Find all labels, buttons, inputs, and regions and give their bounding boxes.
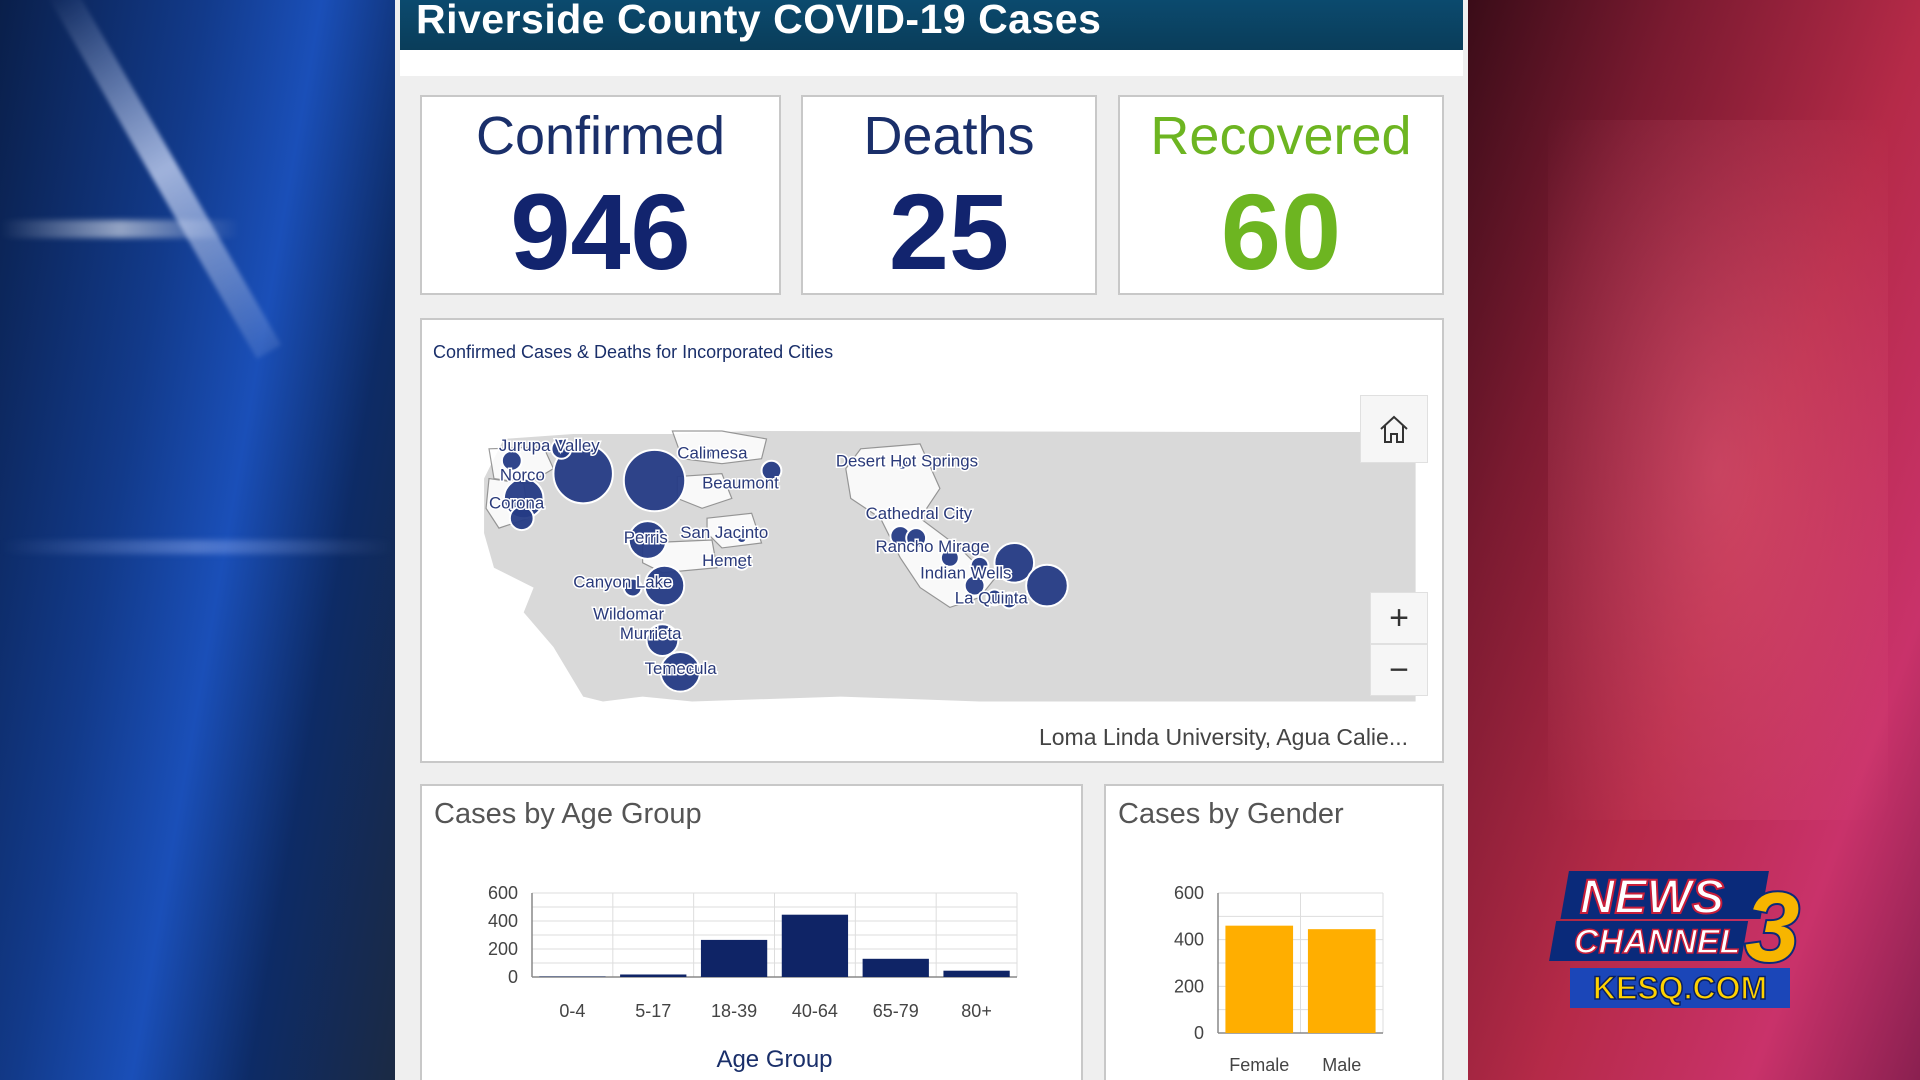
city-label: Murrieta — [620, 624, 682, 643]
map-card[interactable]: Confirmed Cases & Deaths for Incorporate… — [420, 318, 1444, 763]
age-chart-card[interactable]: Cases by Age Group 0 200 400 600 0-4 5-17 18-3… — [420, 784, 1083, 1080]
zoom-out-button[interactable]: − — [1370, 644, 1428, 696]
logo-text: NEWS — [1580, 871, 1724, 924]
background-right-panel — [1468, 0, 1920, 1080]
light-streak — [0, 540, 395, 554]
county-map[interactable]: Jurupa Valley Norco Corona Calimesa Beau… — [422, 320, 1442, 761]
gender-bar-chart: 0 200 400 600 Female Male — [1174, 883, 1384, 1075]
y-tick-label: 200 — [1174, 976, 1204, 996]
dashboard-header: Riverside County COVID-19 Cases — [400, 0, 1463, 50]
bar — [620, 974, 687, 977]
city-label: Jurupa Valley — [499, 436, 600, 455]
bar — [862, 958, 929, 977]
minus-icon: − — [1389, 650, 1409, 689]
background-glow — [1548, 120, 1888, 820]
kpi-card-deaths[interactable]: Deaths 25 — [801, 95, 1097, 295]
kpi-value: 946 — [510, 171, 691, 292]
logo-text: CHANNEL — [1574, 923, 1740, 961]
city-label: Corona — [489, 493, 545, 512]
city-label: Canyon Lake — [573, 573, 672, 592]
x-tick-label: 5-17 — [635, 1001, 671, 1021]
bar — [1225, 925, 1294, 1033]
light-streak — [46, 0, 282, 359]
kpi-label: Confirmed — [475, 106, 726, 166]
x-tick-label: 18-39 — [711, 1001, 757, 1021]
kpi-value: 60 — [1220, 171, 1342, 292]
chart-title: Cases by Age Group — [434, 798, 702, 830]
y-tick-label: 0 — [1194, 1023, 1204, 1043]
city-label: Indian Wells — [920, 564, 1011, 583]
city-label: Rancho Mirage — [876, 537, 990, 556]
y-tick-label: 600 — [1174, 883, 1204, 903]
zoom-in-button[interactable]: + — [1370, 592, 1428, 644]
bar — [700, 939, 768, 977]
case-bubbles — [500, 437, 1069, 693]
map-title: Confirmed Cases & Deaths for Incorporate… — [433, 342, 834, 362]
x-axis-title: Age Group — [716, 1046, 832, 1073]
city-label: Calimesa — [677, 444, 748, 463]
y-tick-label: 400 — [488, 911, 518, 931]
city-label: Desert Hot Springs — [836, 452, 978, 471]
kpi-label: Deaths — [863, 106, 1035, 166]
kpi-card-recovered[interactable]: Recovered 60 — [1118, 95, 1444, 295]
city-labels: Jurupa Valley Norco Corona Calimesa Beau… — [488, 434, 1030, 679]
y-tick-label: 200 — [488, 939, 518, 959]
dashboard: Riverside County COVID-19 Cases Confirme… — [395, 0, 1468, 1080]
kpi-card-confirmed[interactable]: Confirmed 946 — [420, 95, 781, 295]
x-tick-label: 40-64 — [792, 1001, 838, 1021]
x-tick-label: 65-79 — [873, 1001, 919, 1021]
city-label: La Quinta — [955, 588, 1029, 607]
page-title: Riverside County COVID-19 Cases — [416, 0, 1102, 42]
age-bar-chart: 0 200 400 600 0-4 5-17 18-39 40-64 65-79 80+ Age G… — [488, 883, 1018, 1073]
background-left-panel — [0, 0, 395, 1080]
city-label: Beaumont — [702, 473, 779, 492]
bar — [781, 914, 849, 977]
city-label: Hemet — [702, 551, 752, 570]
news-channel-logo: NEWS CHANNEL 3 KESQ.COM — [1549, 870, 1802, 1008]
city-label: Norco — [500, 466, 545, 485]
city-label: Wildomar — [593, 604, 664, 623]
kpi-label: Recovered — [1150, 106, 1412, 166]
y-tick-label: 0 — [508, 967, 518, 987]
logo-site: KESQ.COM — [1593, 970, 1767, 1006]
x-tick-label: Male — [1322, 1055, 1361, 1075]
y-tick-label: 400 — [1174, 930, 1204, 950]
header-spacer — [400, 50, 1463, 76]
y-tick-label: 600 — [488, 883, 518, 903]
x-tick-label: 80+ — [961, 1001, 992, 1021]
plus-icon: + — [1389, 598, 1409, 637]
x-tick-label: Female — [1229, 1055, 1289, 1075]
home-icon — [1380, 415, 1408, 443]
x-tick-label: 0-4 — [559, 1001, 585, 1021]
home-button[interactable] — [1360, 395, 1428, 463]
kpi-value: 25 — [888, 171, 1010, 292]
map-attribution: Loma Linda University, Agua Calie... — [1038, 724, 1408, 750]
bar — [943, 970, 1010, 977]
city-label: Cathedral City — [866, 504, 973, 523]
bar — [1307, 929, 1376, 1033]
city-label: Temecula — [645, 659, 718, 678]
city-label: San Jacinto — [680, 523, 768, 542]
chart-title: Cases by Gender — [1118, 798, 1344, 830]
logo-number: 3 — [1745, 872, 1800, 982]
city-label: Perris — [624, 528, 668, 547]
gender-chart-card[interactable]: Cases by Gender 0 200 400 600 Female Male — [1104, 784, 1444, 1080]
